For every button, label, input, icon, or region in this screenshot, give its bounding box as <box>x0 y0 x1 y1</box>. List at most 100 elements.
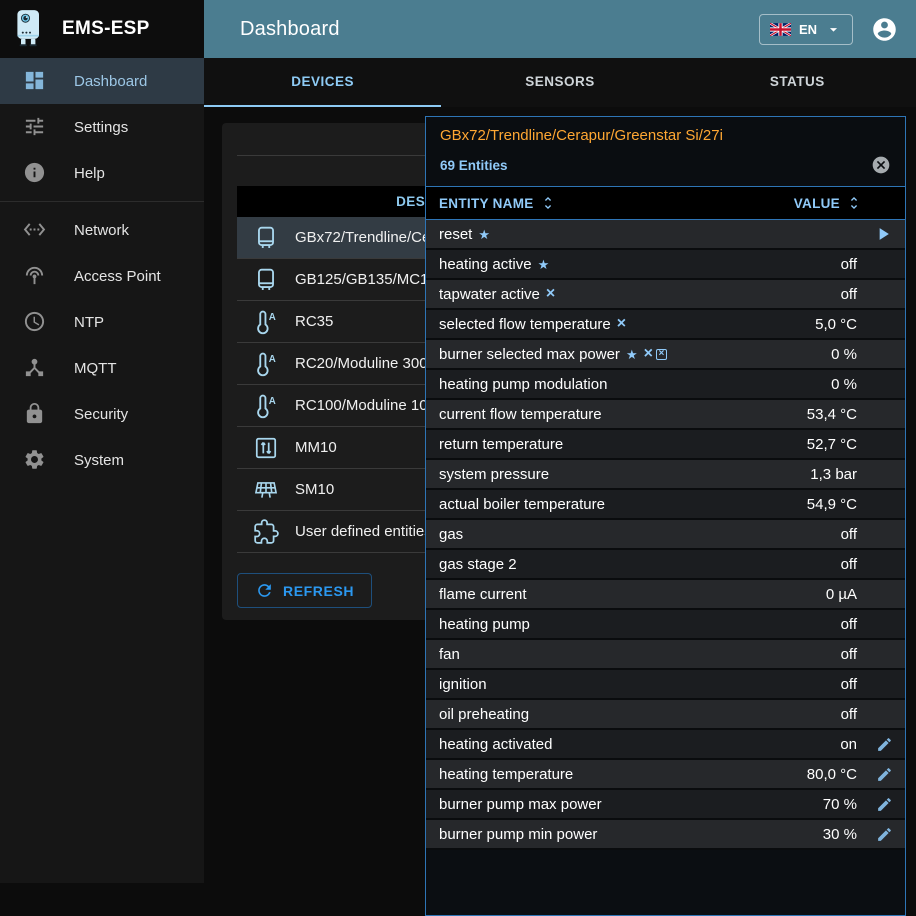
entity-row[interactable]: burner pump min power 30 % <box>426 820 905 850</box>
device-label: GB125/GB135/MC10 <box>295 271 437 288</box>
entity-row[interactable]: heating pump off <box>426 610 905 640</box>
entity-row[interactable]: burner selected max power ★ × × 0 % <box>426 340 905 370</box>
entity-name-cell: burner pump max power <box>439 796 602 813</box>
sidebar-item[interactable]: Security <box>0 391 204 437</box>
entity-row[interactable]: tapwater active × off <box>426 280 905 310</box>
mixer-icon <box>237 435 295 461</box>
page-title: Dashboard <box>240 17 340 40</box>
sidebar-item[interactable]: Settings <box>0 104 204 150</box>
entity-row[interactable]: heating temperature 80,0 °C <box>426 760 905 790</box>
entity-row[interactable]: flame current 0 µA <box>426 580 905 610</box>
sidebar-item[interactable]: NTP <box>0 299 204 345</box>
entity-value: off <box>840 675 857 693</box>
entity-row[interactable]: selected flow temperature × 5,0 °C <box>426 310 905 340</box>
sidebar-item[interactable]: System <box>0 437 204 483</box>
entity-value: 52,7 °C <box>806 435 857 453</box>
cross-icon: × <box>643 345 653 362</box>
entity-row[interactable]: return temperature 52,7 °C <box>426 430 905 460</box>
edit-icon[interactable] <box>876 736 893 753</box>
entity-row[interactable]: gas off <box>426 520 905 550</box>
tab[interactable]: STATUS <box>679 58 916 107</box>
sidebar-item-label: Help <box>74 164 105 182</box>
entity-row[interactable]: gas stage 2 off <box>426 550 905 580</box>
entity-row[interactable]: system pressure 1,3 bar <box>426 460 905 490</box>
entity-name-cell: current flow temperature <box>439 406 602 423</box>
entity-name: burner pump max power <box>439 795 602 813</box>
thermostat-icon: A <box>237 309 295 335</box>
entity-value: 0 µA <box>825 585 857 603</box>
language-code: EN <box>798 21 817 37</box>
sort-by-value[interactable]: VALUE <box>794 195 862 211</box>
custom-entities-icon <box>237 518 295 545</box>
run-icon[interactable] <box>873 224 893 244</box>
edit-icon[interactable] <box>876 796 893 813</box>
entity-name: current flow temperature <box>439 405 602 423</box>
sidebar-item[interactable]: Dashboard <box>0 58 204 104</box>
device-label: RC100/Moduline 1000 <box>295 397 445 414</box>
entity-value: 70 % <box>822 795 857 813</box>
entity-name: burner pump min power <box>439 825 598 843</box>
tab-label: SENSORS <box>525 74 595 89</box>
account-icon[interactable] <box>871 16 898 43</box>
entity-name: selected flow temperature <box>439 315 611 333</box>
sidebar-header: EMS-ESP <box>0 0 204 58</box>
sidebar-item[interactable]: Access Point <box>0 253 204 299</box>
device-label: RC35 <box>295 313 334 330</box>
entity-row[interactable]: burner pump max power 70 % <box>426 790 905 820</box>
entity-row[interactable]: actual boiler temperature 54,9 °C <box>426 490 905 520</box>
entity-row[interactable]: heating pump modulation 0 % <box>426 370 905 400</box>
entity-name: flame current <box>439 585 527 603</box>
refresh-icon <box>255 581 274 600</box>
sidebar-item[interactable]: Network <box>0 207 204 253</box>
refresh-button[interactable]: REFRESH <box>237 573 373 608</box>
system-icon <box>23 448 47 472</box>
mqtt-icon <box>23 356 47 380</box>
entity-row[interactable]: current flow temperature 53,4 °C <box>426 400 905 430</box>
entity-value: 1,3 bar <box>810 465 857 483</box>
entity-row[interactable]: heating active ★ off <box>426 250 905 280</box>
entity-value: 5,0 °C <box>815 315 857 333</box>
cross-icon: × <box>545 285 556 302</box>
sort-by-name[interactable]: ENTITY NAME <box>439 195 556 211</box>
entity-value: 30 % <box>822 825 857 843</box>
entity-name-cell: reset ★ <box>439 226 490 243</box>
chevron-down-icon <box>825 21 842 38</box>
tab[interactable]: SENSORS <box>441 58 678 107</box>
entity-name: ignition <box>439 675 487 693</box>
entity-name-cell: actual boiler temperature <box>439 496 605 513</box>
device-detail-header: GBx72/Trendline/Cerapur/Greenstar Si/27i… <box>426 117 905 187</box>
sidebar-item-label: NTP <box>74 313 104 331</box>
refresh-button-label: REFRESH <box>283 582 355 599</box>
entity-name-cell: heating active ★ <box>439 256 549 273</box>
language-selector[interactable]: EN <box>758 13 853 45</box>
tab-bar: DEVICES SENSORS STATUS <box>204 58 916 107</box>
sidebar-item-label: Access Point <box>74 267 161 285</box>
entity-row[interactable]: ignition off <box>426 670 905 700</box>
tab[interactable]: DEVICES <box>204 58 442 107</box>
cross-icon: × <box>616 315 627 332</box>
device-label: User defined entities <box>295 523 432 540</box>
entity-row[interactable]: fan off <box>426 640 905 670</box>
sidebar-item[interactable]: MQTT <box>0 345 204 391</box>
boiler-icon <box>237 225 295 251</box>
edit-icon[interactable] <box>876 766 893 783</box>
entity-row[interactable]: oil preheating off <box>426 700 905 730</box>
entity-name: heating temperature <box>439 765 574 783</box>
tab-label: DEVICES <box>291 74 355 89</box>
star-icon: ★ <box>478 226 491 242</box>
edit-icon[interactable] <box>876 826 893 843</box>
entity-name-cell: heating temperature <box>439 766 573 783</box>
entity-name: burner selected max power <box>439 345 620 363</box>
entity-name-cell: heating pump modulation <box>439 376 607 393</box>
entity-action-cell <box>871 766 893 783</box>
entity-name: return temperature <box>439 435 564 453</box>
entity-value: off <box>840 525 857 543</box>
entity-badges: ★ × × <box>620 346 667 362</box>
close-icon[interactable] <box>871 155 891 175</box>
entity-badges: ★ <box>532 258 550 271</box>
entity-row[interactable]: heating activated on <box>426 730 905 760</box>
entity-row[interactable]: reset ★ <box>426 220 905 250</box>
entity-name: actual boiler temperature <box>439 495 605 513</box>
sidebar-item[interactable]: Help <box>0 150 204 196</box>
value-column-label: VALUE <box>793 195 840 211</box>
